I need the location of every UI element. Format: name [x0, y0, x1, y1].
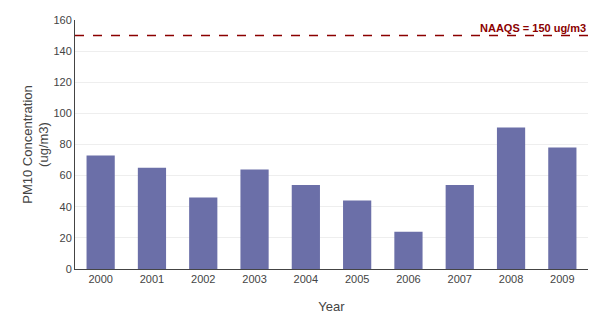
svg-text:NAAQS = 150 ug/m3: NAAQS = 150 ug/m3: [480, 22, 586, 34]
svg-text:2002: 2002: [191, 273, 215, 285]
svg-text:40: 40: [60, 201, 72, 213]
svg-text:20: 20: [60, 232, 72, 244]
svg-text:0: 0: [66, 263, 72, 275]
svg-text:2004: 2004: [294, 273, 318, 285]
svg-text:2003: 2003: [242, 273, 266, 285]
svg-text:80: 80: [60, 138, 72, 150]
svg-text:2001: 2001: [140, 273, 164, 285]
svg-text:2007: 2007: [448, 273, 472, 285]
svg-text:2005: 2005: [345, 273, 369, 285]
svg-text:160: 160: [53, 14, 71, 26]
svg-text:60: 60: [60, 169, 72, 181]
svg-text:PM10 Concentration(ug/m3): PM10 Concentration(ug/m3): [20, 85, 52, 204]
svg-text:2000: 2000: [88, 273, 112, 285]
svg-text:2006: 2006: [396, 273, 420, 285]
svg-text:140: 140: [53, 45, 71, 57]
svg-text:120: 120: [53, 76, 71, 88]
svg-text:2009: 2009: [550, 273, 574, 285]
svg-text:100: 100: [53, 107, 71, 119]
svg-text:2008: 2008: [499, 273, 523, 285]
svg-text:Year: Year: [318, 299, 345, 314]
